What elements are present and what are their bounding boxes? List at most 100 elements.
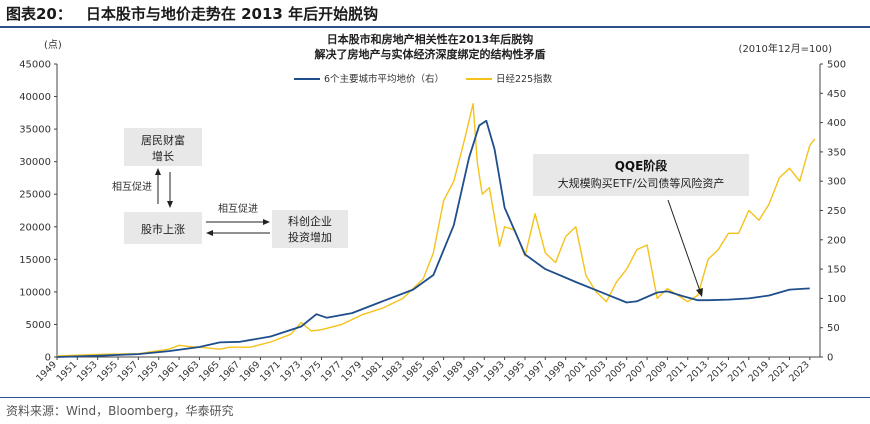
right-y-axis: 0 50 100 150 200 250 300 350 400 450 500 [820,60,846,364]
left-tick-label: 5000 [26,320,51,331]
chart-title-line2: 解决了房地产与实体经济深度绑定的结构性矛盾 [315,47,546,61]
qqe-subtitle: 大规模购买ETF/公司债等风险资产 [558,176,725,190]
qqe-pointer-line [667,199,701,292]
x-tick-label: 2021 [767,359,792,384]
x-tick-label: 1979 [339,359,364,384]
right-tick-label: 200 [827,235,846,246]
legend: 6个主要城市平均地价（右） 日经225指数 [294,73,553,85]
left-tick-label: 45000 [19,60,51,71]
box-household-wealth-line1: 居民财富 [141,133,185,147]
right-tick-label: 350 [827,147,846,158]
box-tech-investment [272,210,348,248]
qqe-pointer-head [696,288,703,297]
x-tick-label: 2009 [645,359,670,384]
left-axis-unit: (点) [44,39,62,51]
feedback-diagram: 居民财富 增长 相互促进 股市上涨 相互促进 科创企业 投资增加 [112,128,348,248]
x-tick-label: 1963 [177,359,202,384]
left-tick-label: 15000 [19,255,51,266]
x-tick-label: 2007 [624,359,649,384]
left-tick-label: 0 [45,353,51,364]
box-household-wealth-line2: 增长 [152,149,174,163]
figure-label: 图表20： [6,5,72,23]
x-tick-label: 2011 [665,359,690,384]
header-rule [0,26,870,28]
left-tick-label: 35000 [19,125,51,136]
left-tick-label: 40000 [19,92,51,103]
right-tick-label: 150 [827,265,846,276]
arrow-left-head [206,230,213,236]
x-axis: 1949195119531955195719591961196319651967… [34,357,812,384]
x-tick-label: 1953 [75,359,100,384]
x-tick-label: 2019 [746,359,771,384]
source-note: 资料来源：Wind，Bloomberg，华泰研究 [6,404,234,418]
x-tick-label: 1951 [55,359,80,384]
x-tick-label: 2015 [706,359,731,384]
x-tick-label: 1957 [116,359,141,384]
right-axis-unit: (2010年12月=100) [739,42,833,55]
left-tick-label: 25000 [19,190,51,201]
series-line-land-price [56,119,810,358]
label-mutual-vertical: 相互促进 [112,180,152,193]
x-tick-label: 1987 [421,359,446,384]
qqe-title: QQE阶段 [615,158,669,173]
left-tick-label: 20000 [19,222,51,233]
figure-title: 图表20： 日本股市与地价走势在 2013 年后开始脱钩 [6,3,378,24]
left-tick-label: 30000 [19,157,51,168]
x-tick-label: 1981 [360,359,385,384]
arrow-up-head [155,168,161,175]
x-tick-label: 1999 [543,359,568,384]
x-tick-label: 1973 [278,359,303,384]
right-tick-label: 450 [827,89,846,100]
legend-label-land: 6个主要城市平均地价（右） [324,73,444,85]
footer-rule [0,397,870,398]
right-tick-label: 100 [827,294,846,305]
x-tick-label: 1975 [299,359,324,384]
x-tick-label: 1955 [95,359,120,384]
series-lines [56,102,816,358]
chart: 日本股市和房地产相关性在2013年后脱钩 解决了房地产与实体经济深度绑定的结构性… [19,32,846,384]
box-stock-rise-label: 股市上涨 [141,222,185,236]
right-tick-label: 300 [827,177,846,188]
right-tick-label: 250 [827,206,846,217]
x-tick-label: 1965 [197,359,222,384]
box-tech-investment-line2: 投资增加 [288,230,332,244]
qqe-annotation: QQE阶段 大规模购买ETF/公司债等风险资产 [533,154,749,297]
chart-title-line1: 日本股市和房地产相关性在2013年后脱钩 [327,32,534,46]
x-tick-label: 2005 [604,359,629,384]
label-mutual-horizontal: 相互促进 [218,202,258,215]
legend-label-nikkei: 日经225指数 [496,73,553,85]
left-tick-label: 10000 [19,287,51,298]
right-tick-label: 50 [827,323,840,334]
qqe-box [533,154,749,196]
figure-title-text: 日本股市与地价走势在 2013 年后开始脱钩 [85,5,379,23]
x-tick-label: 1959 [136,359,161,384]
left-y-axis: 0 5000 10000 15000 20000 25000 30000 35000 40000… [19,60,57,364]
x-tick-label: 1995 [502,359,527,384]
x-tick-label: 1967 [217,359,242,384]
right-tick-label: 500 [827,60,846,71]
box-tech-investment-line1: 科创企业 [288,214,332,228]
x-tick-label: 1983 [380,359,405,384]
arrow-right-head [263,219,270,225]
x-tick-label: 1969 [238,359,263,384]
x-tick-label: 1977 [319,359,344,384]
x-tick-label: 1949 [34,359,59,384]
box-stock-rise [124,212,202,244]
x-tick-label: 1993 [482,359,507,384]
x-tick-label: 1991 [462,359,487,384]
x-tick-label: 1985 [400,359,425,384]
x-tick-label: 1961 [156,359,181,384]
figure-header: 图表20： 日本股市与地价走势在 2013 年后开始脱钩 [0,0,870,27]
x-tick-label: 1971 [258,359,283,384]
x-tick-label: 1989 [441,359,466,384]
x-tick-label: 1997 [523,359,548,384]
x-tick-label: 2023 [787,359,812,384]
box-household-wealth [124,128,202,166]
arrow-down-head [167,201,173,208]
x-tick-label: 2003 [584,359,609,384]
right-tick-label: 400 [827,118,846,129]
right-tick-label: 0 [827,353,833,364]
axes [56,64,821,358]
x-tick-label: 2013 [685,359,710,384]
x-tick-label: 2017 [726,359,751,384]
